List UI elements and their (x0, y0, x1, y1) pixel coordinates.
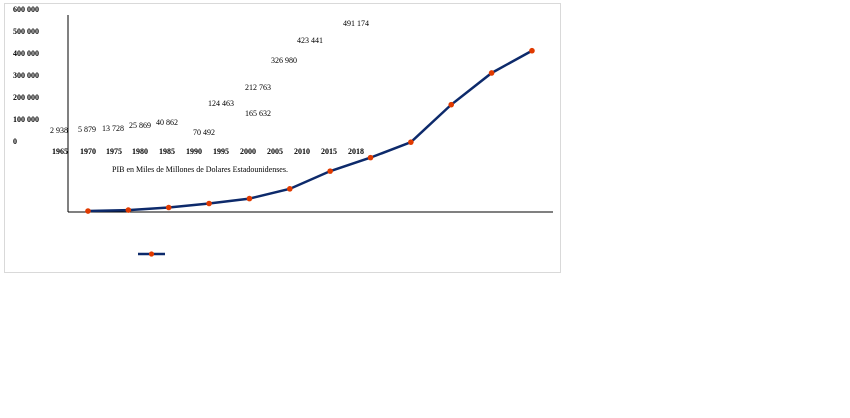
data-point (408, 139, 414, 145)
data-label: 326 980 (271, 56, 297, 65)
data-point (246, 195, 253, 202)
data-label: 40 862 (156, 118, 178, 127)
chart-frame (4, 3, 561, 273)
y-tick-label: 500 000 (13, 27, 39, 36)
x-tick-label: 1970 (80, 147, 96, 156)
y-tick-label: 600 000 (13, 5, 39, 14)
data-label: 165 632 (245, 109, 271, 118)
data-point (125, 207, 132, 213)
y-tick-label: 100 000 (13, 115, 39, 124)
x-tick-label: 2018 (348, 147, 364, 156)
x-tick-label: 1985 (159, 147, 175, 156)
y-tick-label: 200 000 (13, 93, 39, 102)
data-point (85, 208, 91, 214)
x-tick-label: 1975 (106, 147, 122, 156)
data-label: 5 879 (78, 125, 96, 134)
data-point (529, 47, 535, 54)
data-point (206, 200, 212, 207)
data-label: 212 763 (245, 83, 271, 92)
data-label: 70 492 (193, 128, 215, 137)
data-label: 423 441 (297, 36, 323, 45)
legend-marker (148, 251, 155, 257)
data-line (87, 49, 533, 213)
data-point (327, 168, 333, 174)
x-tick-label: 1995 (213, 147, 229, 156)
y-tick-label: 400 000 (13, 49, 39, 58)
data-label: 25 869 (129, 121, 151, 130)
data-point (165, 204, 172, 211)
x-tick-label: 2000 (240, 147, 256, 156)
data-label: 13 728 (102, 124, 124, 133)
x-tick-label: 1965 (52, 147, 68, 156)
x-tick-label: 2015 (321, 147, 337, 156)
data-label: 124 463 (208, 99, 234, 108)
axis-title: PIB en Miles de Millones de Dolares Esta… (112, 165, 288, 174)
y-tick-label: 0 (13, 137, 17, 146)
y-tick-label: 300 000 (13, 71, 39, 80)
x-tick-label: 2005 (267, 147, 283, 156)
data-point (488, 70, 495, 76)
x-tick-label: 1980 (132, 147, 148, 156)
x-tick-label: 1990 (186, 147, 202, 156)
data-label: 491 174 (343, 19, 369, 28)
data-label: 2 938 (50, 126, 68, 135)
data-point (448, 101, 455, 108)
x-tick-label: 2010 (294, 147, 310, 156)
data-point (367, 154, 374, 161)
data-point (287, 186, 293, 192)
